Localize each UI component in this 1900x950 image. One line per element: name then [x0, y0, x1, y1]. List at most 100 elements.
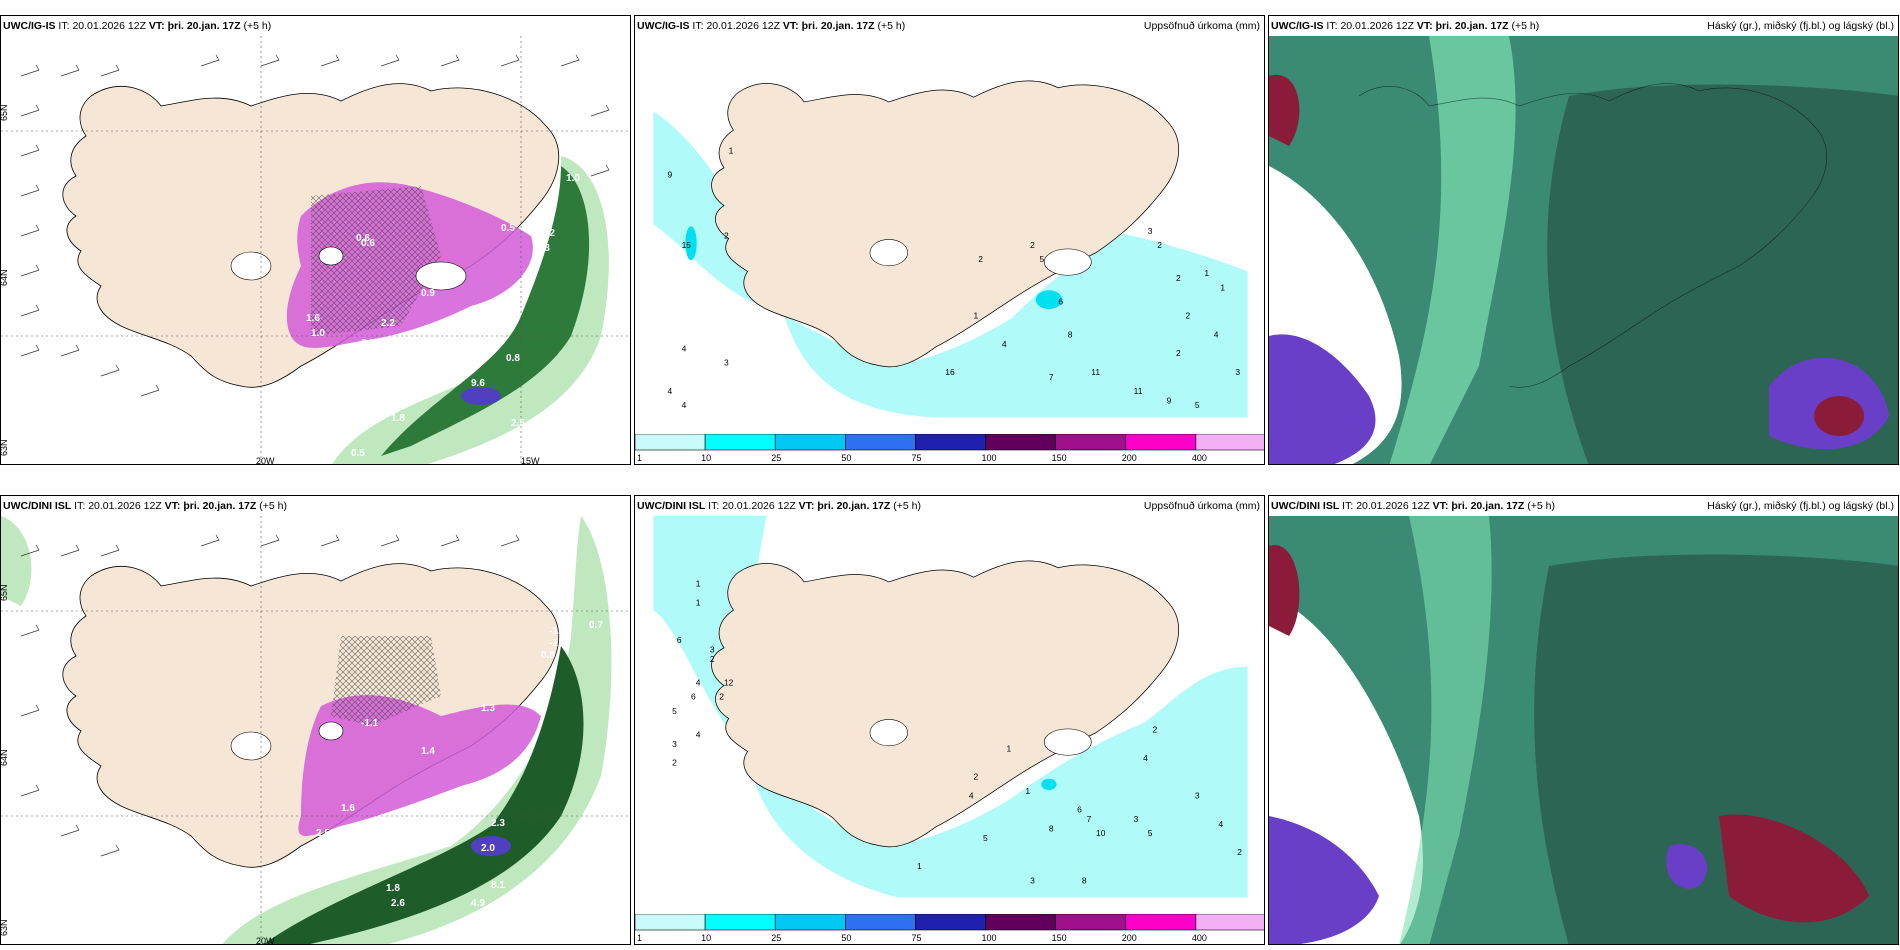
- value-label: 0.5: [501, 223, 515, 234]
- value-label: 2.0: [481, 843, 495, 854]
- colorbar-tick: 100: [982, 453, 997, 463]
- value-label: 1: [1220, 282, 1225, 292]
- value-label: 2.3: [491, 818, 505, 829]
- value-label: 4.5: [466, 913, 480, 924]
- value-label: 3: [1195, 791, 1200, 801]
- glacier: [230, 731, 272, 761]
- lat-label: 63N: [1, 439, 9, 456]
- value-label: 4.9: [471, 898, 485, 909]
- colorbar-swatch: [915, 914, 986, 931]
- precip-core: [461, 387, 501, 405]
- value-label: 1.6: [306, 313, 320, 324]
- cloud-mid-area: [1666, 844, 1708, 889]
- lon-label: 15W: [521, 456, 540, 465]
- lat-label: 65N: [1, 104, 9, 121]
- lat-grid: [1, 130, 630, 337]
- glacier: [318, 246, 344, 266]
- cloud-mid-area: [1269, 334, 1376, 464]
- panel-dini-precip: UWC/DINI ISL IT: 20.01.2026 12Z VT: þri.…: [634, 495, 1265, 945]
- glacier: [869, 719, 908, 747]
- colorbar-swatch: [635, 914, 706, 931]
- colorbar-swatch: [845, 434, 916, 451]
- value-label: 0.8: [541, 650, 555, 661]
- colorbar-tick: 75: [911, 933, 921, 943]
- value-label: 12: [724, 678, 734, 688]
- value-label: 4: [696, 678, 701, 688]
- value-label: 4: [682, 344, 687, 354]
- lat-label: 64N: [1, 269, 9, 286]
- value-label: 2.2: [381, 318, 395, 329]
- value-label: 4: [1002, 339, 1007, 349]
- value-label: 1.4: [421, 746, 435, 757]
- value-label: 3: [1148, 226, 1153, 236]
- lat-grid: [1, 610, 630, 817]
- panel-ig-temp: UWC/IG-IS IT: 20.01.2026 12Z VT: þri. 20…: [0, 15, 631, 465]
- colorbar-tick: 1: [637, 933, 642, 943]
- precip-cyan-spot: [1041, 778, 1057, 791]
- value-label: 0.6: [356, 233, 370, 244]
- precip-core: [471, 836, 511, 856]
- cloud-bright-band: [1389, 36, 1516, 464]
- value-label: 2: [1030, 240, 1035, 250]
- colorbar-swatch: [915, 434, 986, 451]
- value-label: 2: [1185, 311, 1190, 321]
- colorbar-swatch: [1055, 434, 1127, 451]
- value-label: 15: [682, 240, 692, 250]
- colorbar-swatch: [1125, 914, 1197, 931]
- colorbar-tick: 25: [771, 933, 781, 943]
- iceland-coast: [1358, 83, 1827, 388]
- colorbar-swatch: [635, 434, 706, 451]
- lat-label: 64N: [1, 749, 9, 766]
- colorbar-swatch: [774, 434, 846, 451]
- value-label: 5: [1148, 828, 1153, 838]
- colorbar-tick: 200: [1122, 453, 1137, 463]
- value-label: 6: [677, 635, 682, 645]
- colorbar-tick: 150: [1052, 933, 1067, 943]
- colorbar-swatch: [774, 914, 846, 931]
- value-label: 2: [710, 654, 715, 664]
- panel-title: Háský (gr.), miðský (fj.bl.) og lágský (…: [1707, 20, 1894, 32]
- cloud-red-area: [1814, 396, 1864, 436]
- value-label: 2: [1176, 348, 1181, 358]
- lat-label: 63N: [1, 919, 9, 936]
- value-label: 2: [724, 231, 729, 241]
- glacier: [318, 721, 344, 741]
- panel-header: UWC/IG-IS IT: 20.01.2026 12Z VT: þri. 20…: [637, 20, 906, 32]
- wind-barbs: [20, 534, 520, 857]
- panel-title: Uppsöfnuð úrkoma (mm): [1143, 20, 1260, 32]
- map-canvas: [1269, 36, 1898, 464]
- colorbar-tick: 10: [701, 933, 711, 943]
- cloud-mid-area: [1269, 816, 1379, 944]
- panel-ig-precip: UWC/IG-IS IT: 20.01.2026 12Z VT: þri. 20…: [634, 15, 1265, 465]
- value-label: 0.3: [536, 243, 550, 254]
- value-label: 3: [1030, 875, 1035, 885]
- value-label: 11: [1134, 386, 1143, 396]
- panel-header: UWC/DINI ISL IT: 20.01.2026 12Z VT: þri.…: [1271, 500, 1555, 512]
- snow-precip-area: [298, 695, 541, 836]
- value-label: 1.8: [386, 883, 400, 894]
- value-label: 4: [1214, 329, 1219, 339]
- value-label: 1.2: [11, 898, 25, 909]
- cloud-red-area: [1269, 74, 1300, 146]
- colorbar-tick: 200: [1122, 933, 1137, 943]
- value-label: 3: [672, 739, 677, 749]
- glacier: [869, 239, 908, 267]
- glacier: [230, 251, 272, 281]
- panel-dini-clouds: UWC/DINI ISL IT: 20.01.2026 12Z VT: þri.…: [1268, 495, 1899, 945]
- value-label: 0.2: [541, 228, 555, 239]
- precip-green-area: [332, 156, 609, 464]
- lon-label: 20W: [256, 456, 275, 465]
- value-label: 5: [983, 833, 988, 843]
- value-label: 16: [945, 367, 955, 377]
- value-label: 0.5: [311, 440, 325, 451]
- value-label: 10: [1096, 828, 1106, 838]
- value-label: 0.9: [421, 288, 435, 299]
- value-label: 6: [1058, 296, 1063, 306]
- value-label: 8: [1049, 824, 1054, 834]
- value-label: 2.6: [391, 898, 405, 909]
- value-label: -1.1: [549, 626, 567, 637]
- panel-header: UWC/DINI ISL IT: 20.01.2026 12Z VT: þri.…: [3, 500, 287, 512]
- colorbar-swatch: [985, 914, 1056, 931]
